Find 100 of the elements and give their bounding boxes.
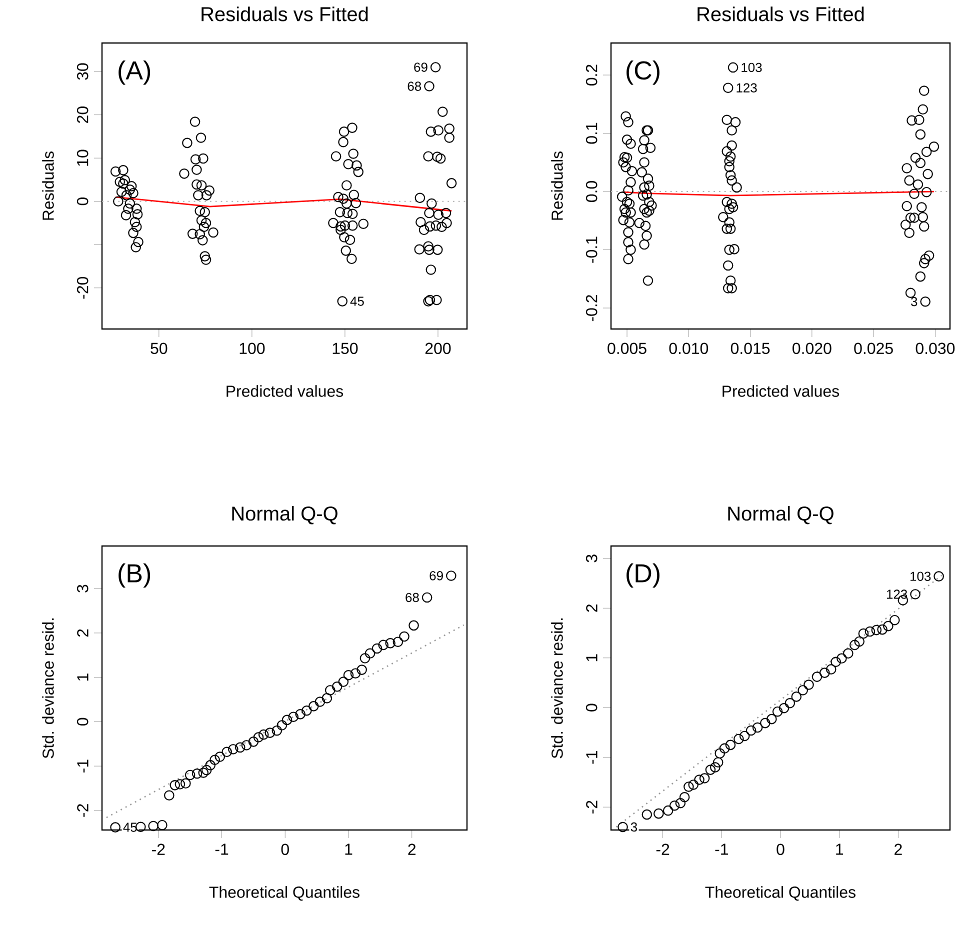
y-tick-label: -1 (77, 760, 88, 772)
x-axis-title: Theoretical Quantiles (705, 886, 856, 901)
point (422, 592, 432, 603)
point (684, 782, 694, 792)
point (264, 728, 276, 738)
point (282, 714, 292, 726)
point (871, 624, 882, 636)
y-tick-label: 3 (76, 584, 88, 592)
y-tick-label: -1 (586, 751, 598, 764)
point (364, 648, 376, 659)
point (170, 780, 180, 790)
x-tick-label: 50 (150, 342, 168, 354)
line-series (114, 196, 452, 212)
y-tick-label: -2 (586, 800, 598, 814)
point (164, 790, 174, 801)
point (836, 653, 847, 664)
y-axis-title: Residuals (551, 151, 563, 220)
point (157, 820, 168, 830)
point (934, 571, 944, 582)
point (642, 809, 652, 820)
x-tick-label: -1 (215, 844, 228, 855)
point (295, 709, 306, 720)
annotation: 123 (886, 590, 908, 599)
point (241, 740, 252, 750)
point (890, 614, 900, 626)
point (332, 682, 342, 692)
point (350, 668, 361, 679)
point (734, 734, 744, 744)
point (675, 798, 686, 808)
point (654, 808, 664, 819)
point (719, 743, 730, 754)
y-tick-label: 3 (586, 554, 598, 562)
point (392, 636, 404, 647)
point (849, 640, 860, 650)
annotation: 103 (742, 62, 762, 72)
point (148, 820, 158, 832)
point (110, 822, 120, 832)
y-tick-label: 10 (76, 150, 88, 166)
point (192, 768, 202, 779)
point (618, 822, 628, 832)
x-tick-label: 0.010 (669, 342, 708, 354)
point (180, 778, 191, 789)
point (705, 764, 716, 775)
x-tick-label: 0.005 (608, 342, 646, 354)
x-axis-title: Theoretical Quantiles (209, 886, 360, 901)
point (784, 698, 796, 708)
point (276, 720, 288, 730)
x-tick-label: -2 (656, 844, 670, 855)
y-tick-label: -2 (77, 804, 88, 817)
point (714, 748, 726, 759)
point (408, 620, 419, 631)
x-tick-label: 1 (836, 844, 844, 855)
y-tick-label: -0.1 (586, 236, 598, 263)
point (760, 718, 770, 728)
x-tick-label: 1 (345, 844, 352, 855)
point (372, 643, 382, 654)
annotation: (B) (118, 563, 150, 588)
point (258, 729, 269, 740)
point (446, 570, 456, 581)
point (322, 693, 332, 704)
point (778, 702, 790, 714)
chart-title: Residuals vs Fitted (698, 6, 864, 22)
point (739, 730, 750, 742)
point (772, 706, 783, 717)
y-tick-label: 1 (77, 674, 88, 681)
x-tick-label: 0.025 (854, 342, 893, 354)
chart-title: Normal Q-Q (232, 506, 338, 524)
point (324, 685, 336, 696)
point (791, 692, 802, 702)
point (712, 757, 724, 768)
point (378, 640, 388, 650)
y-tick-label: 0 (586, 704, 598, 712)
y-tick-label: 0 (76, 198, 88, 206)
point (877, 624, 888, 635)
point (248, 736, 259, 747)
point (272, 725, 282, 736)
annotation: 3 (911, 297, 918, 306)
x-axis-title: Predicted values (722, 385, 840, 397)
point (858, 628, 869, 639)
y-tick-label: -0.2 (586, 295, 598, 322)
point (854, 636, 865, 647)
annotation: 3 (630, 822, 638, 832)
y-tick-label: 0.2 (586, 64, 598, 86)
x-tick-label: 2 (894, 844, 902, 855)
point (812, 672, 822, 682)
point (662, 805, 674, 816)
point (710, 762, 720, 772)
chart-title: Normal Q-Q (728, 506, 834, 524)
point (798, 685, 808, 696)
x-tick-label: 0.020 (792, 342, 832, 354)
point (694, 774, 704, 785)
point (399, 631, 410, 642)
point (699, 773, 710, 784)
x-tick-label: -2 (152, 844, 165, 855)
x-axis-title: Predicted values (226, 385, 344, 397)
point (819, 668, 830, 678)
y-axis-title: Residuals (42, 151, 54, 220)
point (360, 653, 370, 664)
x-tick-label: 0 (281, 844, 289, 856)
y-tick-label: 2 (586, 604, 598, 612)
